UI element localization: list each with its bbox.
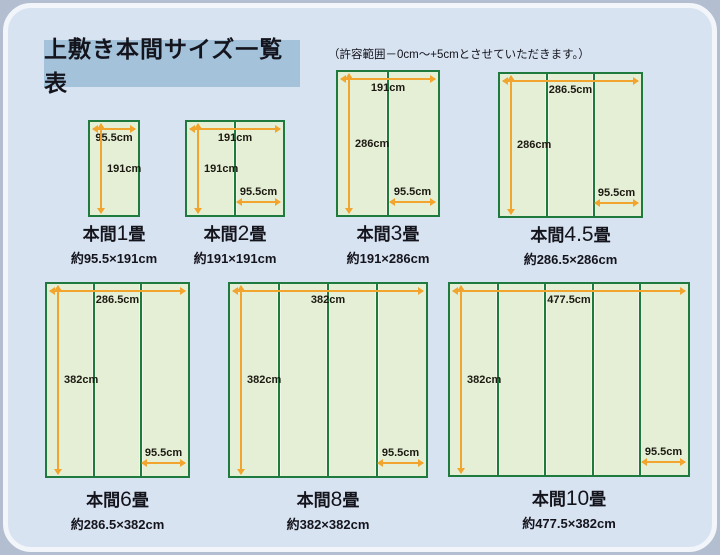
diagram-honma-3jo: 191cm 286cm 95.5cm 本間3畳 約191×286cm (336, 70, 440, 266)
mat-divider (278, 284, 280, 476)
height-label: 286cm (355, 137, 390, 150)
diagram-caption: 本間10畳 約477.5×382cm (522, 486, 616, 532)
diagram-size: 約286.5×286cm (523, 252, 618, 268)
mat-width-arrow (141, 459, 186, 467)
width-arrow (189, 125, 281, 133)
width-arrow (92, 125, 136, 133)
mat-divider (387, 72, 389, 215)
width-label: 191cm (370, 82, 406, 94)
mat-width-label: 95.5cm (393, 186, 432, 198)
diagram-size: 約382×382cm (286, 517, 370, 533)
diagram-honma-10jo: 477.5cm 382cm 95.5cm 本間10畳 約477.5×382cm (448, 282, 690, 531)
mat-width-label: 95.5cm (381, 447, 420, 459)
mat-width-arrow (594, 199, 639, 207)
height-arrow (507, 75, 515, 215)
mat-width-label: 95.5cm (144, 447, 183, 459)
mat-outline: 382cm 382cm 95.5cm (228, 282, 428, 478)
width-arrow (49, 287, 186, 295)
height-label: 191cm (204, 162, 239, 175)
tolerance-note: （許容範囲－0cm～+5cmとさせていただきます。） (328, 49, 590, 61)
height-label: 382cm (247, 374, 282, 386)
diagram-name: 本間1畳 (82, 222, 146, 245)
diagram-honma-4-5jo: 286.5cm 286cm 95.5cm 本間4.5畳 約286.5×286cm (498, 72, 643, 267)
width-label: 191cm (217, 132, 253, 144)
height-arrow (97, 123, 105, 214)
diagram-name: 本間8畳 (296, 488, 360, 511)
height-label: 191cm (107, 162, 142, 175)
mat-width-arrow (377, 459, 424, 467)
width-label: 286.5cm (548, 84, 593, 96)
mat-divider (327, 284, 329, 476)
width-label: 382cm (310, 294, 346, 306)
mat-divider (593, 74, 595, 216)
diagram-name: 本間2畳 (203, 222, 267, 245)
diagram-caption: 本間3畳 約191×286cm (347, 221, 430, 267)
mat-divider (140, 284, 142, 476)
diagram-caption: 本間8畳 約382×382cm (287, 487, 370, 533)
mat-outline: 191cm 286cm 95.5cm (336, 70, 440, 217)
height-arrow (457, 285, 465, 474)
width-arrow (340, 75, 436, 83)
width-arrow (452, 287, 686, 295)
width-arrow (502, 77, 639, 85)
mat-outline: 95.5cm 191cm (88, 120, 142, 217)
mat-outline: 286.5cm 286cm 95.5cm (498, 72, 643, 218)
mat-width-label: 95.5cm (239, 186, 278, 198)
diagram-size: 約191×286cm (346, 251, 430, 267)
width-label: 477.5cm (547, 294, 591, 306)
mat-width-arrow (641, 458, 686, 466)
diagram-size: 約191×191cm (193, 251, 277, 267)
mat-width-arrow (236, 198, 281, 206)
mat-width-arrow (389, 198, 436, 206)
mat-divider (544, 284, 547, 475)
page-title-box: 上敷き本間サイズ一覧表 (44, 36, 300, 96)
diagram-honma-2jo: 191cm 191cm 95.5cm 本間2畳 約191×191cm (185, 120, 285, 266)
diagram-size: 約95.5×191cm (70, 251, 158, 267)
page-title: 上敷き本間サイズ一覧表 (44, 35, 284, 96)
diagram-honma-1jo: 95.5cm 191cm 本間1畳 約95.5×191cm (71, 120, 157, 266)
mat-divider (591, 284, 594, 475)
mat-divider (376, 284, 378, 476)
height-label: 382cm (64, 374, 99, 386)
width-label: 95.5cm (95, 132, 133, 144)
diagram-caption: 本間4.5畳 約286.5×286cm (524, 222, 618, 268)
diagram-size: 約477.5×382cm (522, 516, 616, 532)
mat-divider (234, 122, 236, 215)
height-label: 382cm (467, 373, 502, 386)
width-arrow (232, 287, 424, 295)
diagram-caption: 本間6畳 約286.5×382cm (71, 487, 165, 533)
mat-width-label: 95.5cm (597, 187, 636, 199)
diagram-name: 本間10畳 (531, 487, 607, 510)
height-arrow (54, 285, 62, 475)
mat-divider (639, 284, 642, 475)
mat-divider (545, 74, 548, 216)
mat-outline: 477.5cm 382cm 95.5cm (448, 282, 690, 477)
height-arrow (345, 73, 353, 214)
diagram-name: 本間3畳 (356, 222, 420, 245)
mat-outline: 286.5cm 382cm 95.5cm (45, 282, 190, 478)
mat-divider (92, 284, 95, 476)
diagram-name: 本間4.5畳 (530, 223, 611, 246)
diagram-caption: 本間1畳 約95.5×191cm (71, 221, 157, 267)
width-label: 286.5cm (95, 294, 140, 306)
diagram-honma-8jo: 382cm 382cm 95.5cm 本間8畳 約382×382cm (228, 282, 428, 532)
height-arrow (194, 123, 202, 214)
height-arrow (237, 285, 245, 475)
diagram-honma-6jo: 286.5cm 382cm 95.5cm 本間6畳 約286.5×382cm (45, 282, 190, 532)
height-label: 286cm (517, 139, 552, 151)
diagram-size: 約286.5×382cm (70, 517, 165, 533)
mat-width-label: 95.5cm (644, 446, 683, 458)
diagram-caption: 本間2畳 約191×191cm (194, 221, 277, 267)
mat-divider (496, 284, 499, 475)
mat-outline: 191cm 191cm 95.5cm (185, 120, 285, 217)
diagram-name: 本間6畳 (86, 488, 149, 511)
